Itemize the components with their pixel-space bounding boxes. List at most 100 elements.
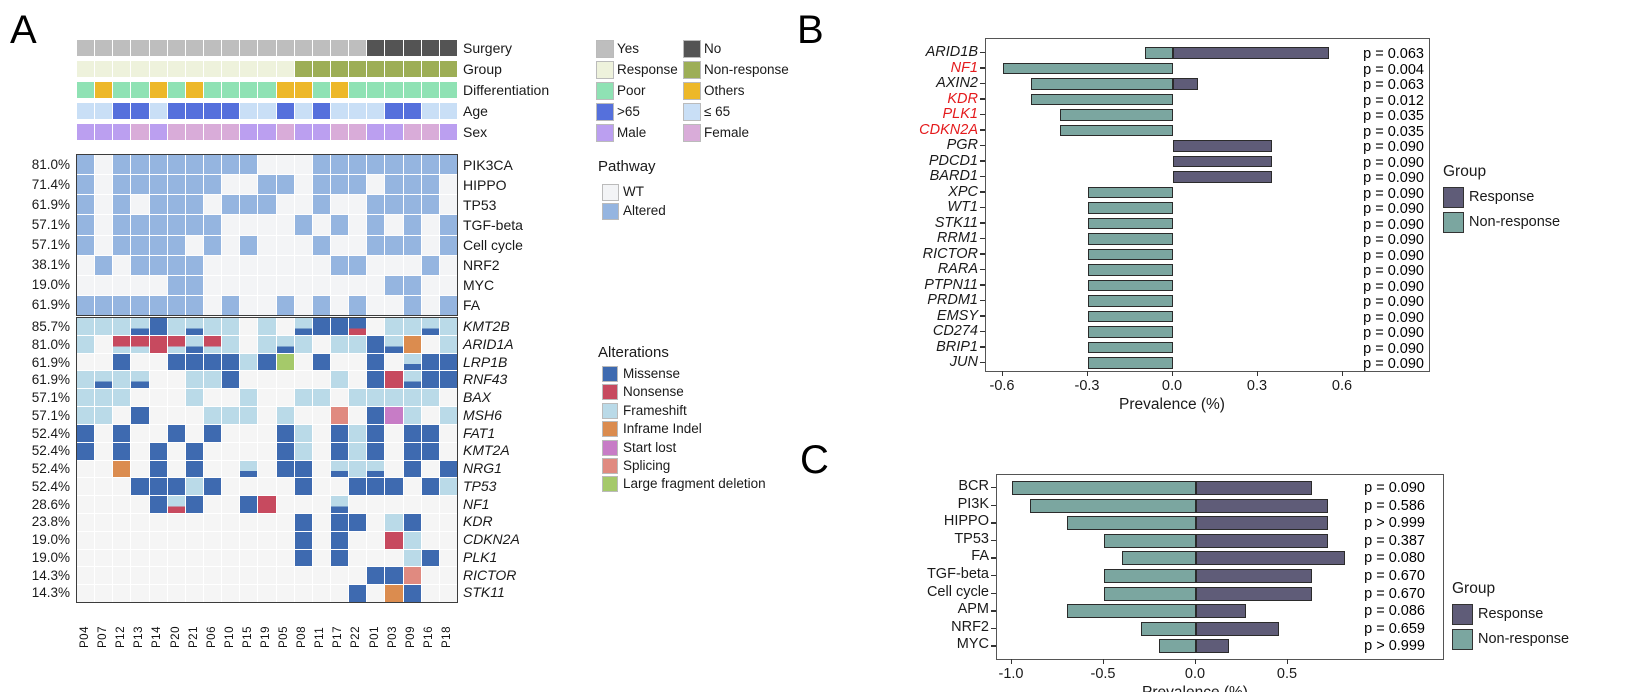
gene-label: RNF43 (463, 371, 508, 388)
bar-category-label: NF1 (950, 59, 978, 76)
annotation-cell (367, 124, 385, 140)
oncoprint-cell (240, 460, 258, 478)
oncoprint-cell (240, 496, 258, 513)
oncoprint-cell (240, 424, 258, 442)
annotation-cell (439, 103, 457, 119)
oncoprint-cell (385, 585, 403, 602)
oncoprint-cell (240, 407, 258, 424)
pathway-cell (385, 195, 403, 215)
annotation-cell (77, 124, 95, 140)
annotation-cell (403, 124, 421, 140)
oncoprint-cell (294, 424, 312, 442)
percent-label: 81.0% (31, 157, 70, 172)
pathway-cell (439, 255, 457, 275)
oncoprint-cell (294, 531, 312, 549)
percent-label: 61.9% (31, 372, 70, 388)
pathway-cell (276, 275, 294, 295)
oncoprint-cell (77, 585, 95, 602)
pathway-cell (421, 155, 439, 175)
oncoprint-cell (131, 531, 149, 549)
oncoprint-cell (95, 496, 113, 513)
oncoprint-cell (240, 442, 258, 460)
annotation-cell (439, 61, 457, 77)
pathway-cell (113, 215, 131, 235)
response-bar (1173, 47, 1329, 59)
pathway-cell (113, 255, 131, 275)
nonresponse-bar (1067, 516, 1196, 531)
p-value-label: p = 0.090 (1363, 139, 1424, 155)
pathway-cell (276, 175, 294, 195)
annotation-cell (258, 82, 276, 98)
legend-swatch (596, 103, 614, 121)
pathway-cell (167, 235, 185, 255)
nonresponse-bar (1088, 217, 1173, 229)
oncoprint-cell (149, 567, 167, 585)
x-tick (1002, 371, 1004, 376)
p-value-label: p = 0.090 (1363, 309, 1424, 326)
annotation-cell (95, 103, 113, 119)
x-tick-label: 0.3 (1246, 378, 1268, 394)
pathway-cell (258, 235, 276, 255)
oncoprint-cell (421, 335, 439, 353)
oncoprint-cell (222, 531, 240, 549)
patient-label: P11 (314, 626, 327, 648)
bar-category-label: BARD1 (929, 168, 978, 184)
percent-label: 57.1% (31, 237, 70, 252)
oncoprint-cell (185, 424, 203, 442)
pathway-cell (131, 255, 149, 275)
percent-label: 81.0% (31, 336, 70, 352)
legend-swatch (602, 476, 618, 493)
pathway-cell (330, 155, 349, 175)
annotation-cell (113, 82, 131, 98)
oncoprint-cell (403, 389, 421, 407)
y-tick (980, 129, 985, 131)
percent-label: 57.1% (31, 217, 70, 232)
pathway-cell (403, 275, 421, 295)
oncoprint-cell (203, 318, 222, 335)
annotation-cell (113, 40, 131, 56)
track-row-sex (77, 124, 457, 140)
annotation-cell (222, 40, 240, 56)
oncoprint-cell (385, 549, 403, 567)
plot-area: p = 0.090 p = 0.586 p > 0.999 p = 0.387 p = … (996, 474, 1444, 660)
oncoprint-cell (149, 371, 167, 389)
legend-swatch (602, 366, 618, 382)
oncoprint-cell (294, 353, 312, 371)
annotation-cell (240, 124, 258, 140)
pathway-cell (222, 155, 240, 175)
pathway-cell (367, 175, 385, 195)
bar-category-label: NRF2 (951, 618, 989, 635)
oncoprint-cell (240, 513, 258, 531)
oncoprint-cell (403, 496, 421, 513)
oncoprint-cell (312, 496, 330, 513)
annotation-cell (95, 82, 113, 98)
oncoprint-cell (312, 424, 330, 442)
oncoprint-cell (294, 513, 312, 531)
oncoprint-cell (203, 371, 222, 389)
oncoprint-cell (294, 318, 312, 335)
pathway-cell (349, 195, 367, 215)
y-tick (991, 645, 996, 647)
pathway-cell (131, 215, 149, 235)
pathway-cell (113, 195, 131, 215)
oncoprint-cell (113, 496, 131, 513)
oncoprint-cell (77, 424, 95, 442)
oncoprint-cell (167, 353, 185, 371)
annotation-cell (113, 124, 131, 140)
patient-label: P03 (386, 626, 399, 648)
track-row-surgery (77, 40, 457, 56)
pathway-cell (276, 155, 294, 175)
bar-category-label: PGR (946, 137, 978, 153)
oncoprint-cell (385, 371, 403, 389)
oncoprint-cell (403, 442, 421, 460)
oncoprint-cell (95, 353, 113, 371)
oncoprint-cell (294, 478, 312, 496)
pathway-cell (113, 175, 131, 195)
annotation-cell (95, 40, 113, 56)
oncoprint-cell (294, 442, 312, 460)
pathway-cell (185, 155, 203, 175)
pathway-cell (349, 275, 367, 295)
oncoprint-cell (330, 567, 349, 585)
oncoprint-cell (240, 389, 258, 407)
oncoprint-cell (222, 424, 240, 442)
